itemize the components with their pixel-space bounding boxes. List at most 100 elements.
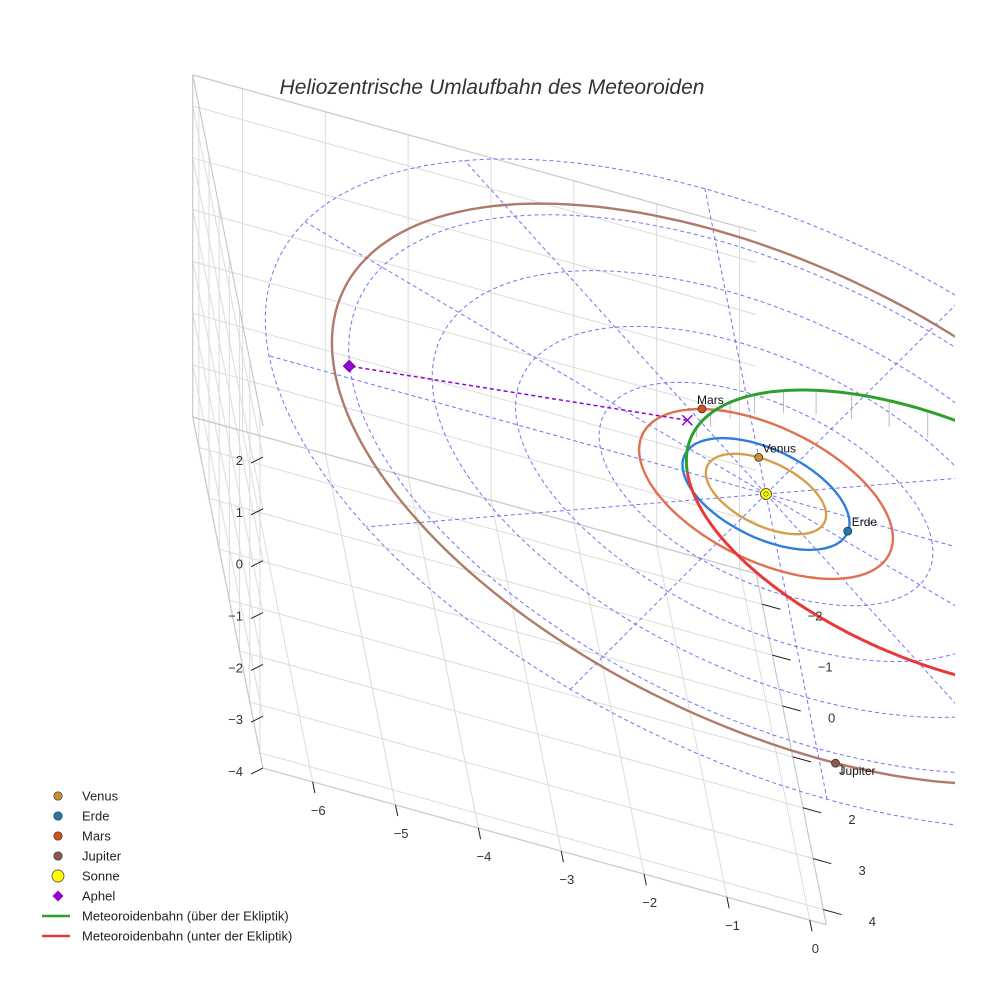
y-axis-tick bbox=[762, 603, 781, 610]
legend-label: Venus bbox=[82, 789, 119, 804]
z-tick-label: −4 bbox=[228, 764, 243, 779]
planet-erde-marker bbox=[843, 526, 853, 536]
x-axis-tick bbox=[312, 781, 316, 794]
box-grid bbox=[192, 74, 827, 926]
x-tick-label: −5 bbox=[394, 826, 409, 841]
ecliptic-spoke bbox=[704, 188, 767, 495]
planet-erde-label: Erde bbox=[852, 515, 878, 529]
sun-marker bbox=[760, 488, 772, 500]
legend-label: Sonne bbox=[82, 869, 120, 884]
grid-line-floor-y bbox=[259, 752, 824, 910]
legend-marker-venus bbox=[53, 791, 63, 801]
legend-marker-jupiter bbox=[53, 851, 63, 861]
grid-line-floor-y bbox=[249, 701, 814, 860]
y-axis-tick bbox=[782, 705, 801, 712]
x-tick-label: −4 bbox=[477, 849, 492, 864]
grid-line-floor-x bbox=[490, 499, 562, 852]
x-axis-tick bbox=[560, 850, 564, 863]
grid-line-back-z bbox=[192, 157, 757, 315]
ecliptic-circle bbox=[264, 158, 955, 826]
z-axis-tick bbox=[250, 612, 264, 620]
grid-line-back-z bbox=[192, 105, 757, 264]
z-tick-label: −1 bbox=[228, 609, 243, 624]
aphel-projection-marker bbox=[681, 414, 693, 426]
grid-line-side-z bbox=[192, 209, 264, 561]
aphel-marker bbox=[342, 359, 356, 373]
bodies: Venus Erde Mars Jupiter bbox=[342, 359, 878, 778]
legend-label: Aphel bbox=[82, 889, 115, 904]
legend-marker-sonne bbox=[51, 869, 65, 883]
z-axis-tick bbox=[250, 767, 264, 775]
grid-line-side-z bbox=[192, 105, 264, 458]
planet-jupiter-label: Jupiter bbox=[839, 764, 875, 778]
plot-scene: Venus Erde Mars Jupiter bbox=[264, 158, 955, 826]
grid-line-back-z bbox=[192, 364, 757, 523]
ecliptic-spoke bbox=[304, 221, 767, 495]
ecliptic-spoke bbox=[765, 493, 828, 800]
grid-line-floor-x bbox=[407, 476, 479, 829]
x-tick-label: −6 bbox=[311, 803, 326, 818]
legend-label: Meteoroidenbahn (unter der Ekliptik) bbox=[82, 929, 292, 944]
box-edge bbox=[192, 416, 264, 769]
box-edge bbox=[192, 74, 757, 233]
box-edge bbox=[192, 416, 757, 575]
y-tick-label: −1 bbox=[818, 660, 833, 675]
y-tick-label: −2 bbox=[808, 609, 823, 624]
grid-line-floor-x bbox=[573, 522, 645, 875]
x-axis-tick bbox=[477, 827, 482, 840]
x-axis-tick bbox=[395, 804, 399, 817]
grid-line-side-z bbox=[192, 157, 264, 509]
legend-marker-mars bbox=[53, 831, 63, 841]
legend-label: Jupiter bbox=[82, 849, 122, 864]
planet-jupiter-marker bbox=[831, 758, 840, 768]
z-axis-tick bbox=[250, 508, 264, 516]
chart-title: Heliozentrische Umlaufbahn des Meteoroid… bbox=[280, 76, 705, 99]
legend: Venus Erde Mars Jupiter Sonne Aphel Meteoroide… bbox=[42, 789, 292, 944]
y-tick-label: 2 bbox=[848, 812, 855, 827]
aphel-connector bbox=[349, 365, 688, 422]
x-tick-label: −3 bbox=[559, 872, 574, 887]
grid-line-side-z bbox=[192, 313, 264, 665]
y-axis-tick bbox=[792, 756, 812, 763]
y-axis-tick bbox=[772, 654, 791, 661]
y-tick-label: 0 bbox=[828, 710, 835, 725]
grid-line-back-z bbox=[192, 209, 757, 367]
ecliptic-circle bbox=[515, 325, 955, 663]
y-axis-tick bbox=[802, 807, 822, 814]
z-tick-label: 1 bbox=[236, 505, 243, 520]
z-tick-label: 2 bbox=[236, 453, 243, 468]
x-tick-label: 0 bbox=[812, 941, 819, 956]
z-tick-label: −2 bbox=[228, 660, 243, 675]
legend-marker-erde bbox=[53, 811, 63, 821]
ecliptic-spoke bbox=[765, 493, 955, 704]
y-axis-tick bbox=[812, 858, 832, 865]
orbit-jupiter bbox=[330, 202, 955, 785]
y-tick-label: 3 bbox=[859, 863, 866, 878]
z-axis-tick bbox=[250, 715, 264, 723]
legend-label: Erde bbox=[82, 809, 109, 824]
x-axis-tick bbox=[726, 897, 730, 909]
x-axis-tick bbox=[643, 873, 647, 886]
y-tick-label: 1 bbox=[838, 761, 845, 776]
grid-line-back-z bbox=[192, 312, 757, 471]
planet-venus-label: Venus bbox=[763, 441, 796, 455]
grid-line-floor-y bbox=[229, 599, 793, 758]
orbit-erde bbox=[681, 436, 851, 552]
meteoroid-orbit bbox=[349, 365, 955, 677]
grid-line-floor-y bbox=[198, 447, 763, 605]
meteoroid-orbit-below bbox=[685, 471, 955, 677]
grid-line-floor-x bbox=[241, 430, 314, 783]
grid-line-floor-x bbox=[324, 453, 397, 806]
grid-line-side-z bbox=[192, 365, 264, 717]
box-edge bbox=[192, 74, 264, 427]
grid-line-floor-y bbox=[239, 650, 804, 809]
grid-line-side-z bbox=[192, 261, 264, 613]
z-axis-tick bbox=[250, 456, 264, 464]
x-axis-tick bbox=[809, 920, 813, 932]
legend-marker-aphel bbox=[52, 890, 64, 902]
z-tick-label: −3 bbox=[228, 712, 243, 727]
y-tick-label: 4 bbox=[869, 914, 876, 929]
planet-orbits bbox=[330, 202, 955, 785]
grid-line-floor-x bbox=[656, 545, 728, 898]
